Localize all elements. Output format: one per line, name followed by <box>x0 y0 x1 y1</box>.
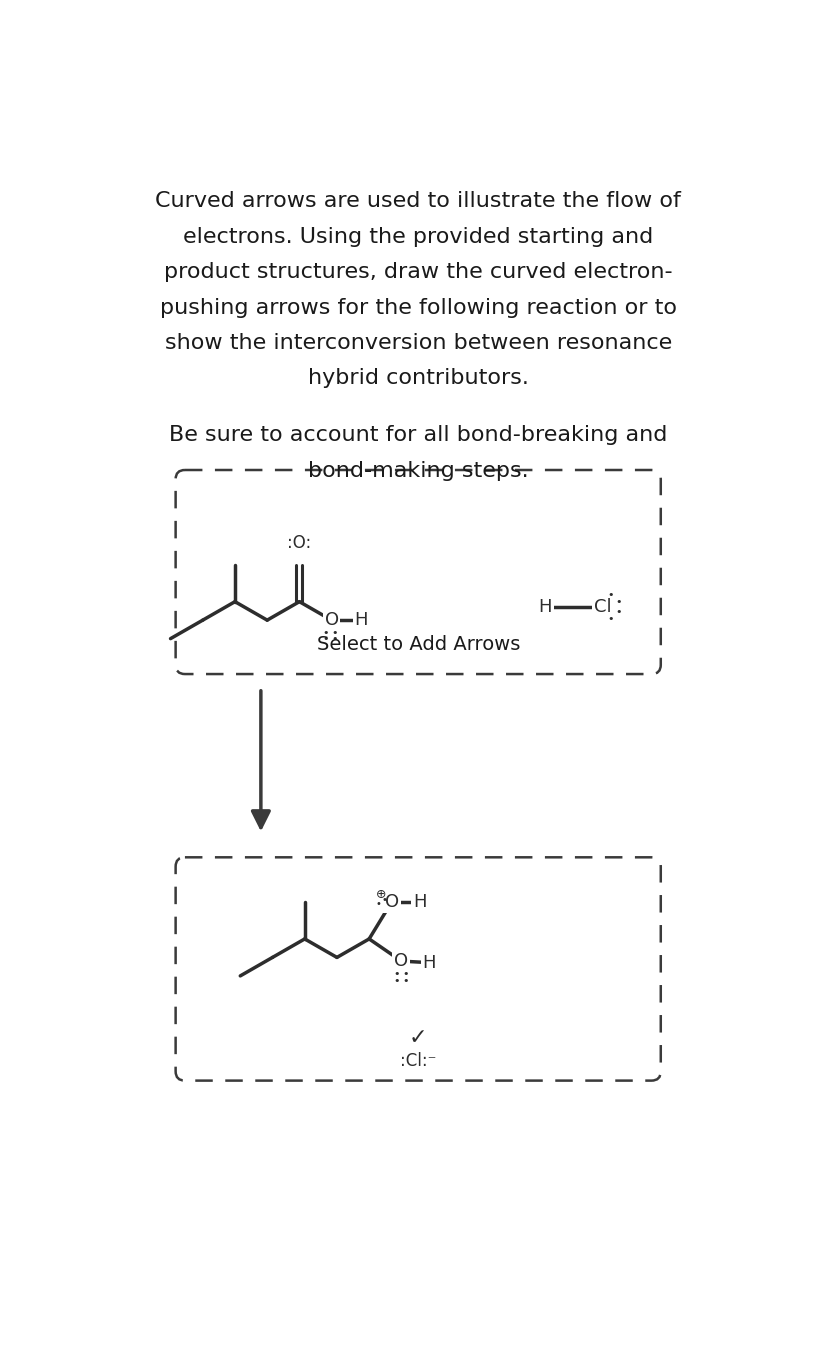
Text: :O:: :O: <box>287 535 312 552</box>
Text: pushing arrows for the following reaction or to: pushing arrows for the following reactio… <box>160 297 676 317</box>
Text: O: O <box>384 892 399 911</box>
Text: Cl: Cl <box>594 598 611 616</box>
Text: ⊕: ⊕ <box>375 888 386 900</box>
Text: H: H <box>355 612 368 629</box>
Text: •: • <box>381 895 387 906</box>
Text: •: • <box>322 628 329 639</box>
Text: •: • <box>607 614 614 625</box>
Text: bond-making steps.: bond-making steps. <box>308 460 529 481</box>
Text: Be sure to account for all bond-breaking and: Be sure to account for all bond-breaking… <box>169 425 667 446</box>
Text: O: O <box>394 952 409 971</box>
Text: Select to Add Arrows: Select to Add Arrows <box>317 636 520 655</box>
Text: •: • <box>331 634 338 644</box>
Text: •: • <box>322 634 329 644</box>
Text: •: • <box>393 969 400 979</box>
Text: •: • <box>403 969 410 979</box>
Text: •: • <box>615 606 622 617</box>
Text: •: • <box>607 590 614 599</box>
Text: •: • <box>331 628 338 639</box>
Text: H: H <box>423 953 436 972</box>
Text: product structures, draw the curved electron-: product structures, draw the curved elec… <box>164 262 672 282</box>
Text: electrons. Using the provided starting and: electrons. Using the provided starting a… <box>183 227 654 247</box>
Text: •: • <box>615 598 622 608</box>
Text: Curved arrows are used to illustrate the flow of: Curved arrows are used to illustrate the… <box>155 192 681 211</box>
Text: •: • <box>393 976 400 986</box>
Text: H: H <box>539 598 552 616</box>
Text: :Cl:⁻: :Cl:⁻ <box>400 1053 437 1071</box>
Text: hybrid contributors.: hybrid contributors. <box>308 369 529 389</box>
Text: •: • <box>375 899 381 909</box>
Text: H: H <box>413 892 426 911</box>
Text: O: O <box>325 612 339 629</box>
Text: •: • <box>403 976 410 986</box>
Text: show the interconversion between resonance: show the interconversion between resonan… <box>165 333 672 352</box>
Text: ✓: ✓ <box>409 1029 428 1048</box>
